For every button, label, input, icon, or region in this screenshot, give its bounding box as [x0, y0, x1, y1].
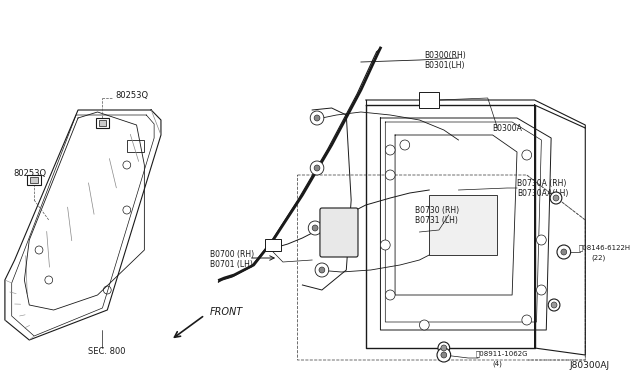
Circle shape — [310, 161, 324, 175]
Bar — [95, 118, 109, 128]
Text: B0300(RH): B0300(RH) — [424, 51, 466, 60]
Bar — [30, 177, 38, 183]
Circle shape — [314, 165, 320, 171]
Bar — [28, 175, 41, 185]
Text: J80300AJ: J80300AJ — [570, 360, 610, 369]
Circle shape — [548, 299, 560, 311]
Text: B0731 (LH): B0731 (LH) — [415, 215, 458, 224]
Text: (4): (4) — [493, 361, 502, 367]
Circle shape — [536, 235, 547, 245]
Circle shape — [550, 192, 562, 204]
Circle shape — [553, 195, 559, 201]
Text: Ⓝ08911-1062G: Ⓝ08911-1062G — [476, 351, 529, 357]
Circle shape — [557, 245, 571, 259]
Text: B0730 (RH): B0730 (RH) — [415, 205, 459, 215]
Circle shape — [314, 115, 320, 121]
Circle shape — [319, 267, 325, 273]
Bar — [419, 92, 439, 108]
Circle shape — [385, 290, 395, 300]
Text: B0700 (RH): B0700 (RH) — [210, 250, 254, 260]
Text: B0701 (LH): B0701 (LH) — [210, 260, 253, 269]
Text: B0300A: B0300A — [493, 124, 522, 132]
Circle shape — [380, 240, 390, 250]
Text: FRONT: FRONT — [210, 307, 243, 317]
Bar — [429, 195, 497, 255]
Bar — [266, 239, 281, 251]
Circle shape — [522, 315, 532, 325]
Text: 80253Q: 80253Q — [115, 90, 148, 99]
FancyBboxPatch shape — [320, 208, 358, 257]
Text: B0301(LH): B0301(LH) — [424, 61, 465, 70]
Circle shape — [312, 225, 318, 231]
Circle shape — [438, 342, 450, 354]
Circle shape — [310, 111, 324, 125]
Circle shape — [45, 276, 52, 284]
Text: B0730A (RH): B0730A (RH) — [517, 179, 566, 187]
Text: SEC. 800: SEC. 800 — [88, 347, 125, 356]
Circle shape — [441, 352, 447, 358]
Circle shape — [315, 263, 329, 277]
Circle shape — [35, 246, 43, 254]
Circle shape — [308, 221, 322, 235]
Circle shape — [385, 170, 395, 180]
Bar — [99, 120, 106, 126]
Circle shape — [522, 150, 532, 160]
Circle shape — [385, 145, 395, 155]
Circle shape — [400, 140, 410, 150]
Text: B0730AA(LH): B0730AA(LH) — [517, 189, 568, 198]
Circle shape — [123, 161, 131, 169]
Circle shape — [551, 302, 557, 308]
Circle shape — [419, 320, 429, 330]
Circle shape — [104, 286, 111, 294]
Circle shape — [561, 249, 567, 255]
Text: 80253Q: 80253Q — [13, 169, 47, 177]
Text: (22): (22) — [591, 255, 605, 261]
Circle shape — [437, 348, 451, 362]
Bar — [127, 140, 145, 152]
Circle shape — [441, 345, 447, 351]
Circle shape — [536, 285, 547, 295]
Text: ⒳08146-6122H: ⒳08146-6122H — [579, 245, 630, 251]
Circle shape — [123, 206, 131, 214]
